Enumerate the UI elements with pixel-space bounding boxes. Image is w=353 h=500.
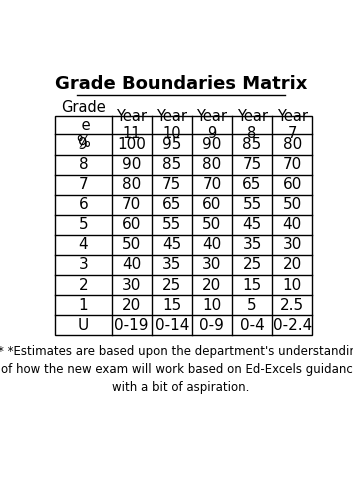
Text: 75: 75 <box>243 157 262 172</box>
Text: 0-14: 0-14 <box>155 318 189 332</box>
Text: 80: 80 <box>202 157 222 172</box>
Text: 80: 80 <box>122 177 141 192</box>
Text: 30: 30 <box>122 278 142 292</box>
Text: 45: 45 <box>162 238 181 252</box>
Text: 70: 70 <box>202 177 222 192</box>
Text: 45: 45 <box>243 218 262 232</box>
Text: 100: 100 <box>117 137 146 152</box>
Text: 40: 40 <box>122 258 141 272</box>
Text: 65: 65 <box>162 197 181 212</box>
Text: Year
10: Year 10 <box>156 109 187 142</box>
Text: 10: 10 <box>202 298 222 312</box>
Text: 95: 95 <box>162 137 181 152</box>
Text: Grade
 e
%: Grade e % <box>61 100 106 150</box>
Text: 20: 20 <box>202 278 222 292</box>
Text: 0-9: 0-9 <box>199 318 225 332</box>
Text: 60: 60 <box>202 197 222 212</box>
Text: 25: 25 <box>162 278 181 292</box>
Text: 6: 6 <box>78 197 88 212</box>
Text: Year
11: Year 11 <box>116 109 147 142</box>
Text: 80: 80 <box>282 137 302 152</box>
Text: 60: 60 <box>122 218 142 232</box>
Text: 55: 55 <box>243 197 262 212</box>
Text: 40: 40 <box>202 238 222 252</box>
Text: 60: 60 <box>282 177 302 192</box>
Text: 1: 1 <box>79 298 88 312</box>
Text: 20: 20 <box>122 298 141 312</box>
Text: 20: 20 <box>282 258 302 272</box>
Text: 15: 15 <box>243 278 262 292</box>
Text: 30: 30 <box>202 258 222 272</box>
Text: 85: 85 <box>162 157 181 172</box>
Text: 0-2.4: 0-2.4 <box>273 318 312 332</box>
Text: 15: 15 <box>162 298 181 312</box>
Text: 4: 4 <box>79 238 88 252</box>
Text: 70: 70 <box>122 197 141 212</box>
Text: 40: 40 <box>282 218 302 232</box>
Text: Year
7: Year 7 <box>277 109 308 142</box>
Text: Year
9: Year 9 <box>196 109 227 142</box>
Text: Grade Boundaries Matrix: Grade Boundaries Matrix <box>55 74 307 92</box>
Text: 55: 55 <box>162 218 181 232</box>
Text: 3: 3 <box>78 258 88 272</box>
Text: 50: 50 <box>122 238 141 252</box>
Text: 65: 65 <box>243 177 262 192</box>
Text: 50: 50 <box>202 218 222 232</box>
Text: 5: 5 <box>247 298 257 312</box>
Text: 10: 10 <box>282 278 302 292</box>
Text: * *Estimates are based upon the department's understanding
of how the new exam w: * *Estimates are based upon the departme… <box>0 345 353 394</box>
Text: 7: 7 <box>79 177 88 192</box>
Text: 30: 30 <box>282 238 302 252</box>
Text: 35: 35 <box>162 258 181 272</box>
Text: 90: 90 <box>122 157 142 172</box>
Text: 85: 85 <box>243 137 262 152</box>
Text: 9: 9 <box>78 137 88 152</box>
Text: Year
8: Year 8 <box>237 109 268 142</box>
Text: 70: 70 <box>282 157 302 172</box>
Text: 90: 90 <box>202 137 222 152</box>
Text: 50: 50 <box>282 197 302 212</box>
Text: 2: 2 <box>79 278 88 292</box>
Text: 25: 25 <box>243 258 262 272</box>
Text: 5: 5 <box>79 218 88 232</box>
Text: U: U <box>78 318 89 332</box>
Text: 0-4: 0-4 <box>240 318 264 332</box>
Text: 75: 75 <box>162 177 181 192</box>
Text: 2.5: 2.5 <box>280 298 304 312</box>
Text: 35: 35 <box>243 238 262 252</box>
Text: 8: 8 <box>79 157 88 172</box>
Text: 0-19: 0-19 <box>114 318 149 332</box>
